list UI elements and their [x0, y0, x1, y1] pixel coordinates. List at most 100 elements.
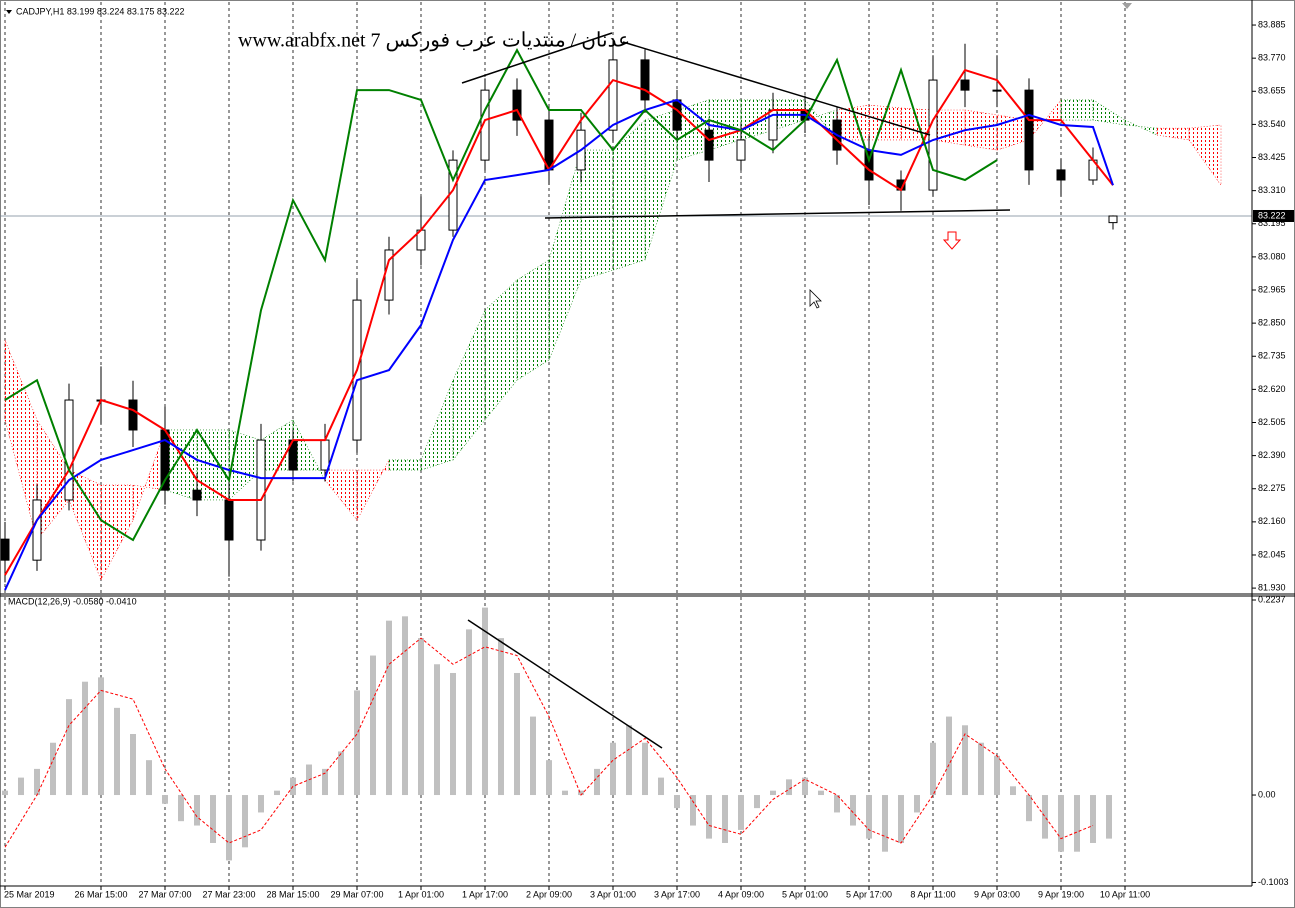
candle-body [608, 59, 618, 131]
x-tick-label: 2 Apr 09:00 [526, 889, 572, 899]
histogram-bar [66, 699, 72, 796]
cloud-segment [164, 429, 198, 501]
candle-body [128, 399, 138, 431]
x-tick-label: 10 Apr 11:00 [1100, 889, 1150, 899]
histogram-bar [754, 795, 760, 809]
cloud-segment [4, 340, 38, 541]
y-tick-label: 82.045 [1258, 549, 1286, 559]
y-tick-label: 82.160 [1258, 516, 1286, 526]
candle-body [32, 499, 42, 561]
candle-body [960, 79, 970, 91]
histogram-bar [194, 795, 200, 826]
y-tick-label: 82.275 [1258, 483, 1286, 493]
histogram-bar [1042, 795, 1048, 839]
histogram-bar [514, 672, 520, 796]
histogram-bar [274, 790, 280, 796]
x-tick-label: 29 Mar 07:00 [330, 889, 383, 899]
histogram-bar [882, 795, 888, 852]
x-tick-label: 8 Apr 11:00 [910, 889, 955, 899]
cloud-segment [100, 484, 134, 581]
candle-body [544, 119, 554, 171]
histogram-bar [850, 795, 856, 826]
histogram-bar [466, 629, 472, 796]
histogram-bar [98, 677, 104, 796]
menu-arrow [6, 10, 12, 14]
histogram-bar [1058, 795, 1064, 852]
histogram-bar [946, 716, 952, 796]
cloud-segment [868, 104, 902, 141]
histogram-bar [178, 795, 184, 822]
trend-line [622, 41, 931, 136]
indicator-line [4, 68, 1114, 576]
data-layer: 83.222 [0, 38, 1294, 861]
histogram-bar [130, 734, 136, 796]
histogram-bar [226, 795, 232, 861]
histogram-bar [210, 795, 216, 843]
histogram-bar [402, 616, 408, 796]
histogram-bar [962, 725, 968, 796]
histogram-bar [418, 638, 424, 796]
sell-arrow [942, 231, 962, 250]
cloud-segment [68, 469, 102, 581]
histogram-bar [610, 742, 616, 796]
y-tick-label: 82.505 [1258, 417, 1286, 427]
histogram-bar [370, 655, 376, 796]
x-tick-label: 1 Apr 01:00 [398, 889, 444, 899]
candle-body [1024, 89, 1034, 171]
histogram-bar [978, 742, 984, 796]
candle-body [256, 439, 266, 541]
histogram-bar [658, 777, 664, 796]
histogram-bar [594, 768, 600, 796]
histogram-bar [722, 795, 728, 843]
y-tick-label: 83.770 [1258, 53, 1286, 63]
histogram-bar [914, 795, 920, 813]
mouse-cursor [809, 289, 822, 309]
histogram-bar [386, 620, 392, 796]
histogram-bar [242, 795, 248, 848]
histogram-bar [770, 790, 776, 796]
x-tick-label: 28 Mar 15:00 [266, 889, 319, 899]
candle-body [736, 139, 746, 161]
y-tick-label: 82.850 [1258, 318, 1286, 328]
histogram-bar [354, 690, 360, 796]
histogram-bar [82, 681, 88, 796]
histogram-bar [50, 742, 56, 796]
cloud-segment [932, 109, 966, 146]
cloud-segment [900, 107, 934, 141]
candle-body [480, 89, 490, 161]
grid-layer: 83.885 83.770 83.655 83.540 83.425 83.310 83.1… [4, 2, 1289, 899]
y-tick-label: 0.2237 [1258, 594, 1286, 604]
cloud-segment [548, 149, 582, 361]
histogram-bar [866, 795, 872, 839]
candle-body [320, 439, 330, 471]
cloud-segment [1156, 127, 1190, 141]
y-tick-label: 82.390 [1258, 450, 1286, 460]
histogram-bar [802, 777, 808, 796]
x-tick-label: 5 Apr 17:00 [846, 889, 892, 899]
candle-body [192, 489, 202, 501]
x-tick-label: 1 Apr 17:00 [462, 889, 508, 899]
y-tick-label: 83.425 [1258, 152, 1286, 162]
histogram-bar [1026, 795, 1032, 822]
signal-line [4, 637, 1094, 848]
x-tick-label: 9 Apr 03:00 [974, 889, 1020, 899]
histogram-bar [786, 779, 792, 796]
histogram-bar [34, 768, 40, 796]
cloud-segment [388, 459, 422, 471]
x-tick-label: 25 Mar 2019 [4, 889, 55, 899]
histogram-bar [1010, 786, 1016, 796]
drawings [6, 3, 1132, 749]
histogram-bar [706, 795, 712, 839]
chart-header: CADJPY,H1 83.199 83.224 83.175 83.222 [16, 6, 184, 16]
histogram-bar [898, 795, 904, 843]
histogram-bar [1106, 795, 1112, 839]
y-tick-label: 83.310 [1258, 185, 1286, 195]
histogram-bar [1074, 795, 1080, 852]
histogram-bar [2, 790, 8, 796]
y-tick-label: 82.965 [1258, 284, 1286, 294]
cloud-segment [1028, 99, 1062, 141]
y-tick-label: -0.1003 [1258, 877, 1289, 887]
histogram-bar [930, 742, 936, 796]
candle-body [1108, 215, 1118, 224]
